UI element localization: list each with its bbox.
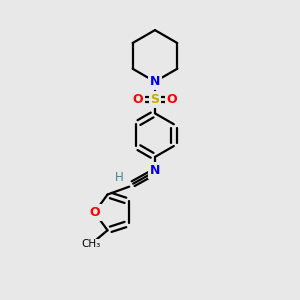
Text: S: S <box>151 93 160 106</box>
Text: O: O <box>89 206 100 219</box>
Text: CH₃: CH₃ <box>81 239 100 249</box>
Text: O: O <box>133 93 143 106</box>
Text: N: N <box>150 164 160 177</box>
Text: N: N <box>150 75 160 88</box>
Text: H: H <box>115 171 124 184</box>
Text: O: O <box>167 93 177 106</box>
